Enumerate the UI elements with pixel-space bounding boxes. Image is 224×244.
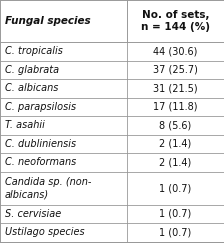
Text: C. parapsilosis: C. parapsilosis (5, 102, 76, 112)
Text: C. dubliniensis: C. dubliniensis (5, 139, 76, 149)
Text: Fungal species: Fungal species (5, 16, 91, 26)
Text: T. asahii: T. asahii (5, 120, 45, 130)
Text: No. of sets,
n = 144 (%): No. of sets, n = 144 (%) (141, 10, 210, 32)
Bar (0, 98, 224, 116)
Text: 1 (0.7): 1 (0.7) (159, 209, 191, 219)
Text: 1 (0.7): 1 (0.7) (159, 227, 191, 237)
Bar (0, 134, 224, 153)
Text: C. albicans: C. albicans (5, 83, 58, 93)
Bar (0, 42, 224, 61)
Bar (0, 79, 224, 98)
Bar (0, 153, 224, 172)
Bar (0, 223, 224, 242)
Text: C. glabrata: C. glabrata (5, 65, 59, 75)
Bar (0, 172, 224, 204)
Text: S. cervisiae: S. cervisiae (5, 209, 61, 219)
Bar (0, 204, 224, 223)
Bar (0, 0, 224, 42)
Text: 2 (1.4): 2 (1.4) (159, 139, 191, 149)
Text: 31 (21.5): 31 (21.5) (153, 83, 198, 93)
Text: 44 (30.6): 44 (30.6) (153, 46, 198, 56)
Bar (0, 61, 224, 79)
Text: 2 (1.4): 2 (1.4) (159, 157, 191, 167)
Text: 1 (0.7): 1 (0.7) (159, 183, 191, 193)
Text: C. tropicalis: C. tropicalis (5, 46, 63, 56)
Text: 17 (11.8): 17 (11.8) (153, 102, 198, 112)
Text: C. neoformans: C. neoformans (5, 157, 76, 167)
Text: 37 (25.7): 37 (25.7) (153, 65, 198, 75)
Text: Candida sp. (non-
albicans): Candida sp. (non- albicans) (5, 177, 91, 199)
Bar (0, 116, 224, 134)
Text: Ustilago species: Ustilago species (5, 227, 85, 237)
Text: 8 (5.6): 8 (5.6) (159, 120, 191, 130)
